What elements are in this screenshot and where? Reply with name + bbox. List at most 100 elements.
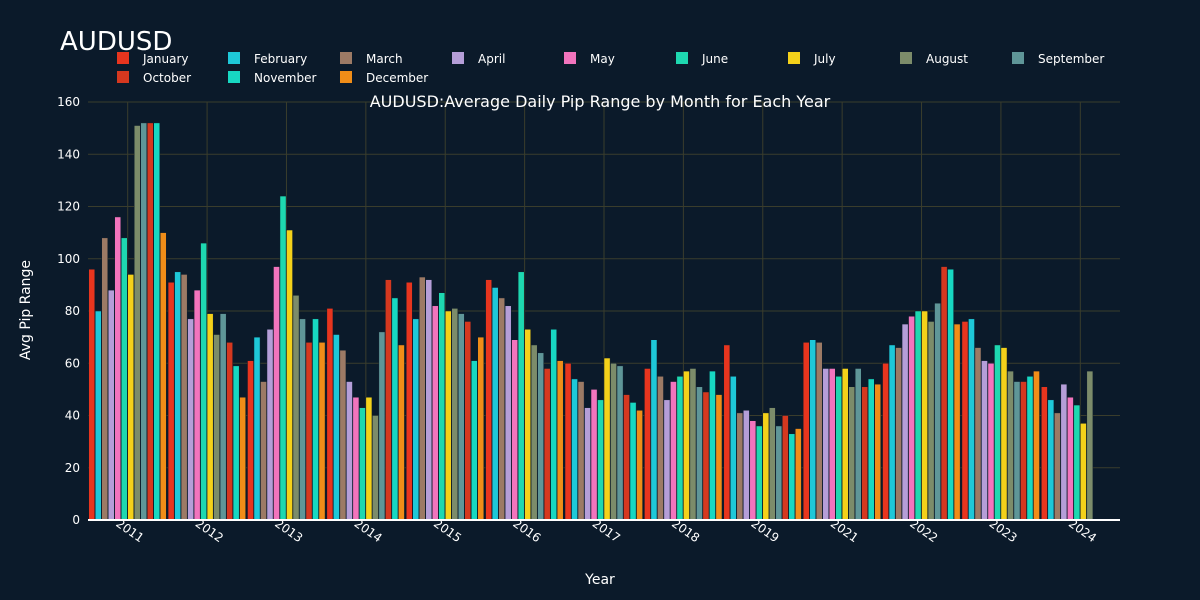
bar-may-2015 xyxy=(431,305,439,521)
bar-june-2024 xyxy=(1073,404,1081,521)
bar-april-2016 xyxy=(504,305,512,521)
bar-february-2024 xyxy=(1047,399,1055,521)
bar-october-2019 xyxy=(782,415,789,521)
legend-swatch-august[interactable] xyxy=(900,52,912,64)
bar-september-2023 xyxy=(1013,381,1021,521)
bar-july-2023 xyxy=(1000,347,1008,521)
bar-february-2021 xyxy=(809,339,817,521)
legend: January February March April May June July Augu… xyxy=(117,52,1104,85)
bar-june-2016 xyxy=(517,271,525,521)
y-tick-label: 140 xyxy=(57,147,80,161)
bar-august-2017 xyxy=(610,363,617,521)
legend-swatch-november[interactable] xyxy=(228,71,240,83)
bar-march-2023 xyxy=(974,347,982,521)
bar-october-2013 xyxy=(305,342,313,521)
bar-may-2013 xyxy=(273,266,280,521)
legend-label-october[interactable]: October xyxy=(143,71,191,85)
legend-swatch-july[interactable] xyxy=(788,52,800,64)
legend-swatch-march[interactable] xyxy=(340,52,352,64)
bar-april-2017 xyxy=(584,407,591,521)
bar-february-2015 xyxy=(412,318,420,521)
bar-december-2021 xyxy=(874,383,882,521)
bar-february-2019 xyxy=(730,376,737,521)
legend-label-july[interactable]: July xyxy=(813,52,836,66)
bar-march-2022 xyxy=(895,347,902,521)
bar-may-2012 xyxy=(193,289,201,521)
legend-label-december[interactable]: December xyxy=(366,71,428,85)
legend-label-june[interactable]: June xyxy=(701,52,728,66)
bar-march-2021 xyxy=(815,342,823,521)
bar-october-2023 xyxy=(1020,381,1027,521)
bar-january-2021 xyxy=(802,342,810,521)
bar-september-2018 xyxy=(696,386,703,521)
legend-swatch-february[interactable] xyxy=(228,52,240,64)
bar-january-2015 xyxy=(405,282,413,521)
bar-august-2023 xyxy=(1007,370,1014,521)
legend-label-february[interactable]: February xyxy=(254,52,307,66)
bar-february-2012 xyxy=(174,271,181,521)
y-tick-label: 80 xyxy=(65,304,80,318)
y-tick-label: 120 xyxy=(57,200,80,214)
bar-july-2013 xyxy=(286,229,293,521)
bar-august-2011 xyxy=(133,125,141,521)
y-tick-label: 160 xyxy=(57,95,80,109)
bar-march-2016 xyxy=(498,297,505,521)
bar-august-2015 xyxy=(451,308,459,521)
bar-august-2024 xyxy=(1086,370,1094,521)
bar-december-2023 xyxy=(1033,370,1040,521)
bar-april-2021 xyxy=(822,368,830,521)
bar-april-2015 xyxy=(425,279,433,521)
legend-label-january[interactable]: January xyxy=(142,52,189,66)
bar-january-2017 xyxy=(564,363,572,521)
bar-january-2022 xyxy=(882,363,889,521)
bar-may-2014 xyxy=(352,396,360,521)
legend-label-march[interactable]: March xyxy=(366,52,403,66)
legend-swatch-october[interactable] xyxy=(117,71,129,83)
bar-july-2022 xyxy=(921,310,928,521)
bar-april-2014 xyxy=(346,381,353,521)
bar-august-2013 xyxy=(292,295,300,521)
legend-swatch-april[interactable] xyxy=(452,52,464,64)
bar-may-2016 xyxy=(511,339,518,521)
bar-september-2011 xyxy=(140,122,148,521)
corner-title: AUDUSD xyxy=(60,27,172,57)
legend-label-november[interactable]: November xyxy=(254,71,316,85)
legend-label-august[interactable]: August xyxy=(926,52,968,66)
bar-april-2024 xyxy=(1060,383,1068,521)
bar-september-2019 xyxy=(775,425,783,521)
bar-april-2023 xyxy=(981,360,988,521)
bar-may-2021 xyxy=(828,368,836,521)
bar-december-2018 xyxy=(715,394,723,521)
y-tick-label: 0 xyxy=(72,513,80,527)
bar-july-2012 xyxy=(206,313,214,521)
bar-august-2022 xyxy=(927,321,935,521)
bar-july-2011 xyxy=(127,274,135,521)
bar-february-2016 xyxy=(491,287,499,521)
legend-swatch-january[interactable] xyxy=(117,52,129,64)
bar-september-2017 xyxy=(616,365,624,521)
bar-july-2016 xyxy=(524,329,531,521)
bar-june-2021 xyxy=(835,376,843,521)
bar-october-2021 xyxy=(861,386,869,521)
bar-august-2019 xyxy=(769,407,776,521)
bar-january-2016 xyxy=(485,279,492,521)
bar-october-2018 xyxy=(702,391,710,521)
bar-may-2011 xyxy=(114,216,122,521)
bar-october-2016 xyxy=(543,368,551,521)
bar-november-2017 xyxy=(629,402,637,521)
legend-label-september[interactable]: September xyxy=(1038,52,1104,66)
legend-swatch-june[interactable] xyxy=(676,52,688,64)
bar-november-2018 xyxy=(709,370,716,521)
bar-october-2017 xyxy=(623,394,630,521)
bar-june-2013 xyxy=(279,195,287,521)
bar-october-2012 xyxy=(226,342,233,521)
legend-label-may[interactable]: May xyxy=(590,52,615,66)
legend-swatch-may[interactable] xyxy=(564,52,576,64)
legend-swatch-september[interactable] xyxy=(1012,52,1024,64)
y-tick-label: 100 xyxy=(57,252,80,266)
bar-january-2014 xyxy=(326,308,334,521)
legend-swatch-december[interactable] xyxy=(340,71,352,83)
legend-label-april[interactable]: April xyxy=(478,52,505,66)
y-axis-label: Avg Pip Range xyxy=(18,260,34,360)
bar-january-2011 xyxy=(88,268,96,521)
